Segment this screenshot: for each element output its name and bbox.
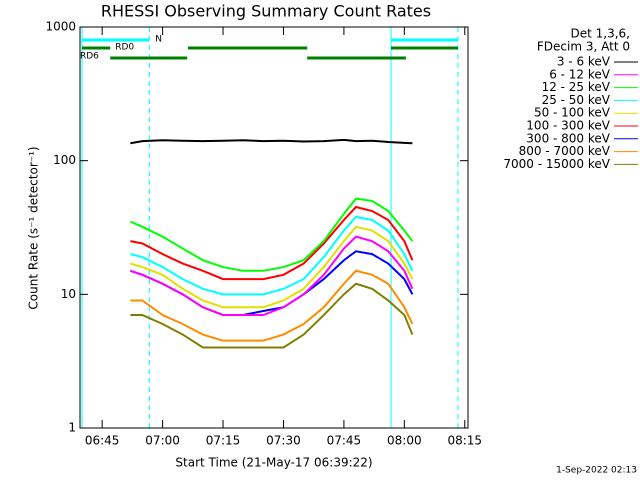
legend-label: 6 - 12 keV	[549, 67, 611, 81]
y-axis-label: Count Rate (s⁻¹ detector⁻¹)	[27, 146, 41, 309]
x-tick-label: 07:15	[206, 434, 241, 448]
legend-label: 25 - 50 keV	[542, 93, 611, 107]
x-tick-label: 08:00	[387, 434, 422, 448]
legend-label: 50 - 100 keV	[534, 106, 611, 120]
x-tick-label: 07:45	[327, 434, 362, 448]
x-tick-label: 06:45	[85, 434, 120, 448]
legend-label: 100 - 300 keV	[526, 119, 610, 133]
x-tick-label: 08:15	[447, 434, 482, 448]
series-line	[130, 235, 414, 317]
x-tick-label: 07:30	[266, 434, 301, 448]
legend-label: 7000 - 15000 keV	[503, 157, 610, 171]
plot-frame	[79, 26, 469, 429]
series-line	[130, 138, 413, 145]
x-axis-label: Start Time (21-May-17 06:39:22)	[175, 456, 372, 470]
series-line	[129, 197, 414, 272]
legend-label: 3 - 6 keV	[557, 55, 611, 69]
legend-label: 12 - 25 keV	[542, 80, 611, 94]
flag-label: RD6	[80, 52, 99, 62]
timestamp: 1-Sep-2022 02:13	[556, 466, 637, 476]
y-tick-label: 10	[61, 287, 76, 301]
flag-label: RD0	[115, 43, 134, 53]
series-line	[130, 269, 414, 342]
flag-label: N	[155, 35, 162, 45]
y-tick-label: 1	[68, 421, 76, 435]
legend-header: Det 1,3,6,	[571, 27, 631, 41]
y-tick-label: 1000	[45, 20, 76, 34]
series-line	[130, 282, 414, 349]
series-line	[130, 225, 414, 309]
chart-title: RHESSI Observing Summary Count Rates	[101, 2, 431, 21]
legend-label: 300 - 800 keV	[526, 131, 610, 145]
y-tick-label: 100	[53, 153, 76, 167]
series-line	[130, 215, 414, 296]
x-tick-label: 07:00	[145, 434, 180, 448]
legend-header: FDecim 3, Att 0	[537, 40, 630, 54]
legend-label: 800 - 7000 keV	[519, 144, 611, 158]
series-line	[130, 205, 414, 281]
